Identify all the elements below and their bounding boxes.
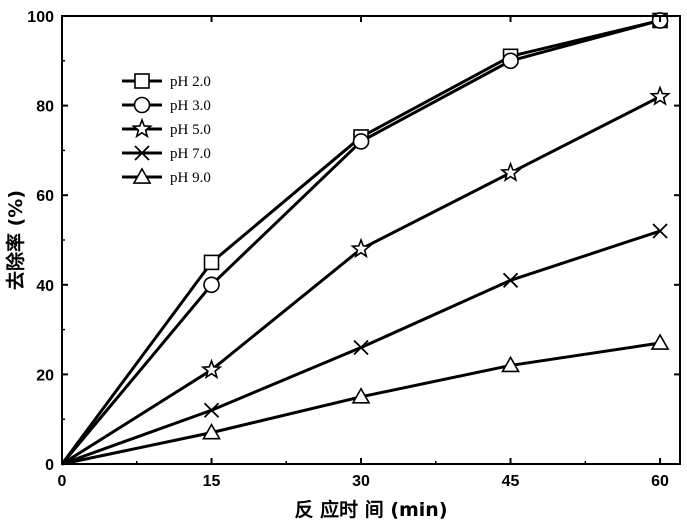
data-point <box>205 255 219 269</box>
data-point <box>503 53 518 68</box>
x-tick-label: 15 <box>203 473 221 490</box>
legend-marker <box>135 98 150 113</box>
x-tick-label: 30 <box>352 473 370 490</box>
y-tick-label: 0 <box>45 457 54 474</box>
data-point <box>204 277 219 292</box>
x-axis-title: 反 应时 间 (min) <box>294 498 447 521</box>
y-tick-label: 80 <box>36 99 54 116</box>
plot-frame <box>62 16 680 464</box>
y-tick-label: 60 <box>36 188 54 205</box>
chart-svg: 0 15 30 45 60 0 20 40 60 80 100 pH 2.0 pH 3.0 pH 5.0… <box>0 0 687 523</box>
legend-label: pH 5.0 <box>170 122 211 138</box>
legend-item: pH 5.0 <box>122 120 211 138</box>
data-point <box>504 273 518 287</box>
chart: 0 15 30 45 60 0 20 40 60 80 100 pH 2.0 pH 3.0 pH 5.0… <box>0 0 687 523</box>
legend-item: pH 3.0 <box>122 98 211 115</box>
x-tick-label: 0 <box>58 473 67 490</box>
y-axis-title: 去除率 (%) <box>4 190 27 290</box>
legend-label: pH 2.0 <box>170 74 211 90</box>
data-point <box>205 403 219 417</box>
legend-item: pH 7.0 <box>122 146 211 162</box>
data-point <box>652 88 669 104</box>
legend-label: pH 7.0 <box>170 146 211 162</box>
legend-label: pH 3.0 <box>170 98 211 114</box>
x-tick-label: 45 <box>502 473 520 490</box>
legend-marker <box>133 120 150 136</box>
legend-item: pH 9.0 <box>122 169 211 186</box>
legend-item: pH 2.0 <box>122 74 211 90</box>
y-tick-label: 40 <box>36 278 54 295</box>
y-tick-label: 100 <box>27 9 54 26</box>
x-tick-label: 60 <box>651 473 669 490</box>
legend-marker <box>135 74 149 88</box>
data-point <box>354 134 369 149</box>
data-point <box>502 164 519 180</box>
data-point <box>354 341 368 355</box>
data-point <box>652 335 668 349</box>
legend: pH 2.0 pH 3.0 pH 5.0 pH 7.0 pH 9.0 <box>122 74 211 186</box>
data-point <box>653 224 667 238</box>
legend-label: pH 9.0 <box>170 170 211 186</box>
y-tick-label: 20 <box>36 367 54 384</box>
